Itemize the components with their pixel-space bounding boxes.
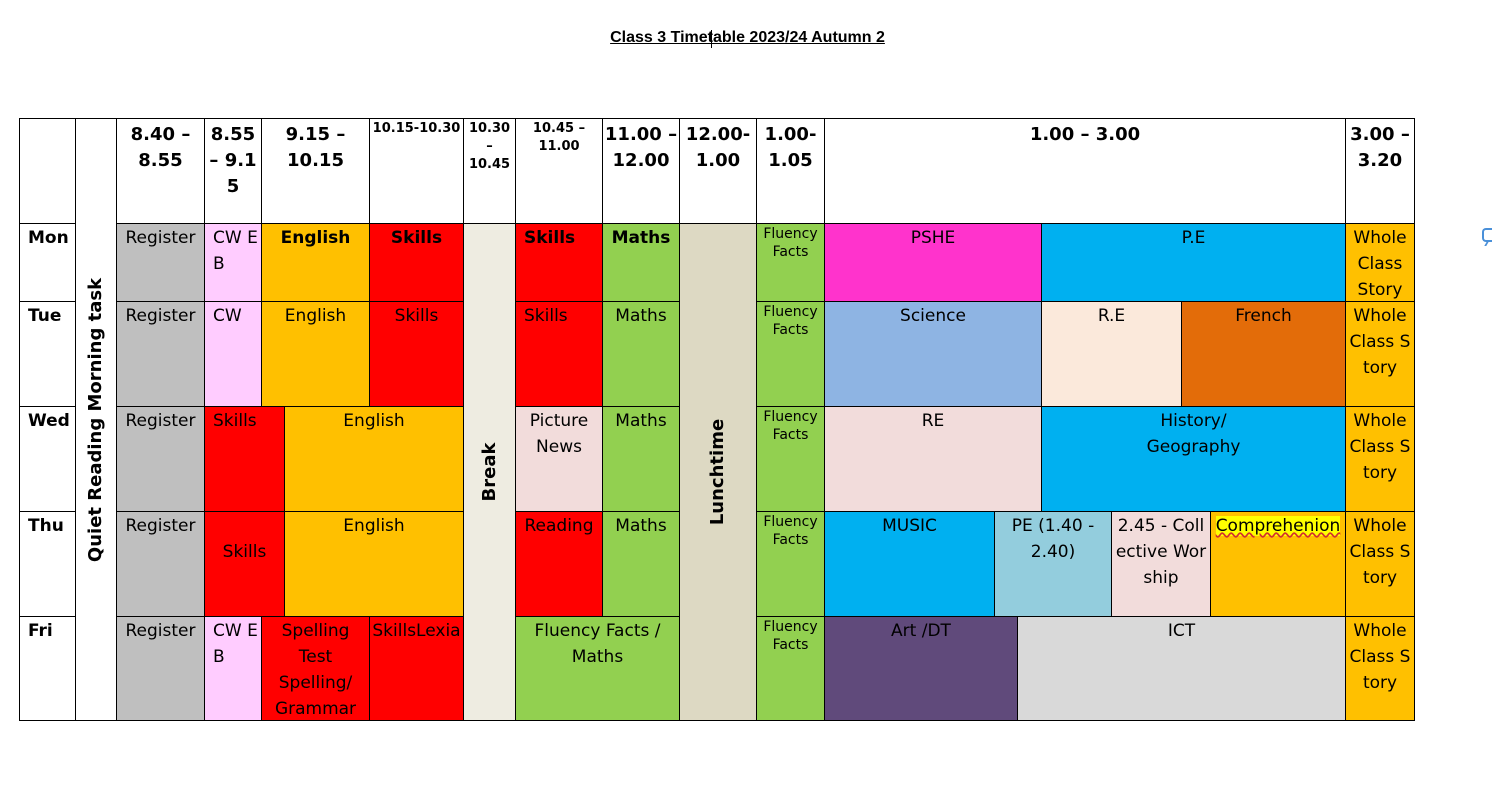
thu-comprehension-label: Comprehenion [1215, 516, 1341, 536]
tue-science: Science [824, 301, 1042, 407]
fri-spelling: Spelling Test Spelling/ Grammar [261, 616, 370, 721]
header-time-8: 12.00-1.00 [679, 118, 757, 224]
tue-cw: CW [204, 301, 262, 407]
tue-maths: Maths [602, 301, 680, 407]
wed-story: Whole Class Story [1345, 406, 1415, 512]
tue-re: R.E [1041, 301, 1182, 407]
tue-fluency: Fluency Facts [756, 301, 825, 407]
wed-history-geography: History/ Geography [1041, 406, 1346, 512]
day-label-fri: Fri [19, 616, 76, 721]
mon-register: Register [116, 223, 205, 302]
day-label-tue: Tue [19, 301, 76, 407]
thu-story: Whole Class Story [1345, 511, 1415, 617]
header-time-1: 8.40 – 8.55 [116, 118, 205, 224]
wed-skills: Skills [204, 406, 285, 512]
thu-skills: Skills [204, 511, 285, 617]
mon-skills-2: Skills [515, 223, 603, 302]
mon-english: English [261, 223, 370, 302]
mon-pe: P.E [1041, 223, 1346, 302]
header-time-9: 1.00-1.05 [756, 118, 825, 224]
lunchtime-cell: Lunchtime [679, 223, 757, 721]
fri-art-dt: Art /DT [824, 616, 1018, 721]
header-time-3: 9.15 – 10.15 [261, 118, 370, 224]
tue-skills-2: Skills [515, 301, 603, 407]
quiet-reading-cell: Quiet Reading Morning task [75, 118, 117, 721]
mon-story: Whole Class Story [1345, 223, 1415, 302]
comment-marker-icon[interactable] [1482, 228, 1492, 242]
thu-register: Register [116, 511, 205, 617]
tue-story: Whole Class Story [1345, 301, 1415, 407]
mon-cw: CW EB [204, 223, 262, 302]
header-time-5: 10.30 – 10.45 [463, 118, 516, 224]
thu-reading: Reading [515, 511, 603, 617]
mon-fluency: Fluency Facts [756, 223, 825, 302]
text-cursor [711, 30, 712, 48]
day-label-thu: Thu [19, 511, 76, 617]
wed-re: RE [824, 406, 1042, 512]
day-label-mon: Mon [19, 223, 76, 302]
header-time-2: 8.55 – 9.15 [204, 118, 262, 224]
thu-fluency: Fluency Facts [756, 511, 825, 617]
wed-fluency: Fluency Facts [756, 406, 825, 512]
fri-fluency: Fluency Facts [756, 616, 825, 721]
page-title: Class 3 Timetable 2023/24 Autumn 2 [610, 29, 885, 46]
tue-english: English [261, 301, 370, 407]
tue-skills-1: Skills [369, 301, 464, 407]
header-time-6: 10.45 – 11.00 [515, 118, 603, 224]
thu-skills-label: Skills [222, 542, 267, 562]
header-time-11: 3.00 – 3.20 [1345, 118, 1415, 224]
header-blank [19, 118, 76, 224]
day-label-wed: Wed [19, 406, 76, 512]
tue-register: Register [116, 301, 205, 407]
thu-music: MUSIC [824, 511, 995, 617]
wed-picture-news: Picture News [515, 406, 603, 512]
fri-register: Register [116, 616, 205, 721]
fri-skills-lexia: SkillsLexia [369, 616, 464, 721]
thu-maths: Maths [602, 511, 680, 617]
header-time-7: 11.00 – 12.00 [602, 118, 680, 224]
lunchtime-label: Lunchtime [707, 418, 728, 526]
wed-register: Register [116, 406, 205, 512]
thu-english: English [284, 511, 464, 617]
thu-collective-worship: 2.45 - Collective Worship [1111, 511, 1211, 617]
header-time-4: 10.15-10.30 [369, 118, 464, 224]
wed-history-geography-label: History/ Geography [1146, 411, 1241, 457]
fri-cw: CW EB [204, 616, 262, 721]
quiet-reading-label: Quiet Reading Morning task [85, 277, 106, 562]
wed-english: English [284, 406, 464, 512]
wed-maths: Maths [602, 406, 680, 512]
fri-fluency-maths: Fluency Facts / Maths [515, 616, 680, 721]
fri-ict: ICT [1017, 616, 1346, 721]
mon-maths: Maths [602, 223, 680, 302]
thu-comprehension: Comprehenion [1210, 511, 1346, 617]
tue-french: French [1181, 301, 1346, 407]
mon-skills-1: Skills [369, 223, 464, 302]
break-label: Break [478, 442, 500, 502]
header-time-10: 1.00 – 3.00 [824, 118, 1346, 224]
break-cell: Break [463, 223, 516, 721]
mon-pshe: PSHE [824, 223, 1042, 302]
fri-story: Whole Class Story [1345, 616, 1415, 721]
thu-pe: PE (1.40 - 2.40) [994, 511, 1112, 617]
